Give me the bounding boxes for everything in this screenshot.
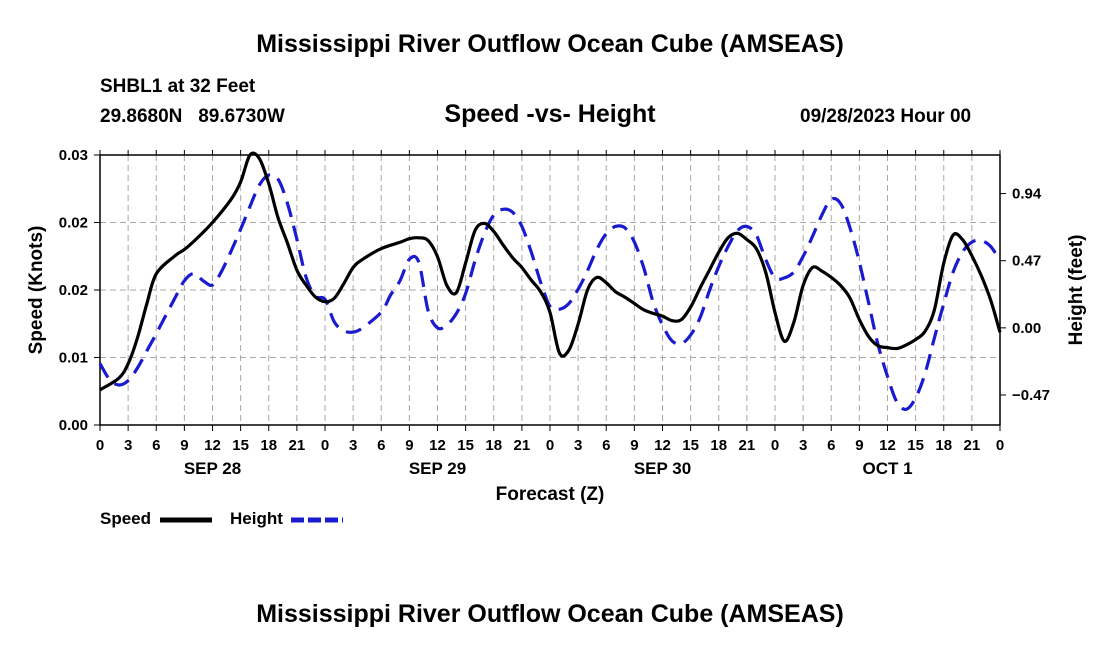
x-tick-label: 6: [827, 437, 835, 454]
coordinates-label: 29.8680N 89.6730W: [100, 106, 285, 127]
axes: 0 3 6 9 12 15 18 21 0 3 6 9 12 15 18 21 0 3 6 9 12 15 18 21 0 3 6 9…: [26, 147, 1087, 505]
x-tick-label: 21: [514, 437, 531, 454]
legend-height-label: Height: [230, 509, 283, 528]
x-tick-label: 12: [204, 437, 221, 454]
x-tick-label: 0: [546, 437, 554, 454]
date-label: SEP 29: [409, 459, 466, 478]
y-axis-title: Speed (Knots): [26, 226, 47, 355]
x-axis-title: Forecast (Z): [496, 484, 605, 505]
x-tick-label: 3: [349, 437, 357, 454]
x-tick-label: 0: [771, 437, 779, 454]
height-series-line: [98, 172, 1002, 412]
x-tick-label: 6: [152, 437, 160, 454]
x-tick-label: 9: [630, 437, 638, 454]
x-tick-label: 18: [935, 437, 952, 454]
x-tick-label: 18: [710, 437, 727, 454]
y-tick-label: 0.02: [59, 282, 88, 299]
series: [98, 151, 1002, 412]
speed-series-line: [99, 151, 1002, 392]
x-tick-label: 0: [321, 437, 329, 454]
y2-tick-label: −0.47: [1012, 387, 1050, 404]
x-tick-label: 9: [855, 437, 863, 454]
x-tick-label: 15: [682, 437, 699, 454]
x-tick-label: 21: [289, 437, 306, 454]
legend-speed-label: Speed: [100, 509, 152, 528]
x-tick-label: 15: [457, 437, 474, 454]
x-tick-label: 3: [799, 437, 807, 454]
x-tick-label: 15: [907, 437, 924, 454]
x-tick-label: 21: [964, 437, 981, 454]
forecast-timestamp: 09/28/2023 Hour 00: [800, 106, 972, 127]
date-label: SEP 30: [634, 459, 691, 478]
station-label: SHBL1 at 32 Feet: [100, 76, 256, 97]
x-tick-label: 12: [879, 437, 896, 454]
x-tick-label: 3: [574, 437, 582, 454]
footer-title: Mississippi River Outflow Ocean Cube (AM…: [256, 600, 844, 628]
y2-tick-label: 0.00: [1012, 320, 1041, 337]
x-tick-label: 6: [377, 437, 385, 454]
y-tick-label: 0.02: [59, 215, 88, 232]
y-tick-label: 0.01: [59, 350, 88, 367]
x-tick-label: 6: [602, 437, 610, 454]
x-tick-label: 15: [232, 437, 249, 454]
x-tick-label: 12: [429, 437, 446, 454]
x-tick-label: 3: [124, 437, 132, 454]
date-label: SEP 28: [184, 459, 241, 478]
x-tick-label: 9: [405, 437, 413, 454]
x-tick-label: 0: [996, 437, 1004, 454]
chart-subtitle: Speed -vs- Height: [444, 100, 656, 128]
x-tick-label: 18: [260, 437, 277, 454]
y-tick-label: 0.03: [59, 147, 88, 164]
y2-tick-label: 0.47: [1012, 253, 1041, 270]
x-tick-label: 9: [180, 437, 188, 454]
x-tick-label: 0: [96, 437, 104, 454]
y2-tick-label: 0.94: [1012, 186, 1042, 203]
y2-axis-title: Height (feet): [1066, 235, 1087, 346]
chart-title: Mississippi River Outflow Ocean Cube (AM…: [256, 30, 844, 58]
x-tick-label: 21: [739, 437, 756, 454]
date-label: OCT 1: [862, 459, 912, 478]
x-tick-label: 18: [485, 437, 502, 454]
y-tick-label: 0.00: [59, 417, 88, 434]
x-tick-label: 12: [654, 437, 671, 454]
